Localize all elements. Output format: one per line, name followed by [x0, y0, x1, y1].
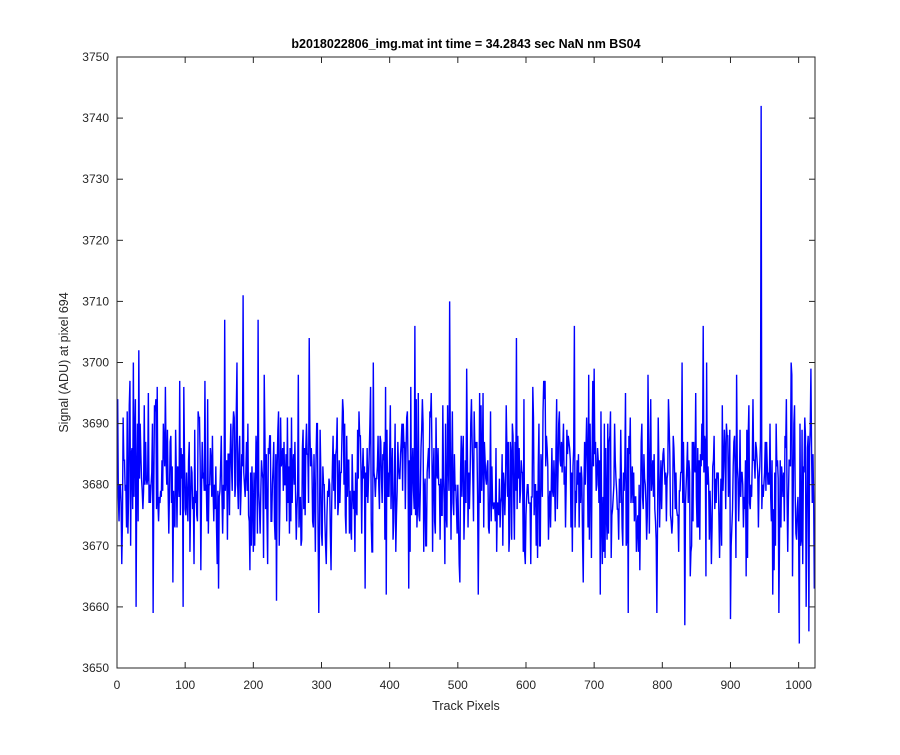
y-tick-label: 3650	[82, 661, 109, 675]
x-tick-label: 900	[720, 678, 740, 692]
x-tick-label: 100	[175, 678, 195, 692]
x-tick-label: 400	[380, 678, 400, 692]
y-axis-label: Signal (ADU) at pixel 694	[57, 292, 71, 432]
y-tick-label: 3660	[82, 600, 109, 614]
y-tick-label: 3740	[82, 111, 109, 125]
plot-area	[117, 57, 815, 668]
x-tick-label: 0	[114, 678, 121, 692]
chart-title: b2018022806_img.mat int time = 34.2843 s…	[291, 37, 640, 51]
y-tick-label: 3700	[82, 356, 109, 370]
x-tick-label: 600	[516, 678, 536, 692]
y-tick-label: 3750	[82, 50, 109, 64]
x-axis-label: Track Pixels	[432, 699, 500, 713]
x-tick-label: 700	[584, 678, 604, 692]
x-tick-label: 300	[311, 678, 331, 692]
signal-series-line	[116, 105, 816, 644]
y-tick-label: 3670	[82, 539, 109, 553]
series-layer	[116, 105, 816, 644]
x-tick-label: 200	[243, 678, 263, 692]
x-tick-label: 500	[448, 678, 468, 692]
y-tick-label: 3720	[82, 233, 109, 247]
x-tick-label: 1000	[785, 678, 812, 692]
y-tick-label: 3710	[82, 294, 109, 308]
plot-frame	[116, 56, 816, 669]
x-tick-label: 800	[652, 678, 672, 692]
x-axis-ticks: 0 100 200 300 400 500 600 700 800 900 1000	[114, 57, 812, 692]
y-axis-ticks: 3650 3660 3670 3680 3690 3700 3710 3720 3730 3740…	[82, 50, 815, 675]
y-tick-label: 3680	[82, 478, 109, 492]
y-tick-label: 3690	[82, 417, 109, 431]
y-tick-label: 3730	[82, 172, 109, 186]
